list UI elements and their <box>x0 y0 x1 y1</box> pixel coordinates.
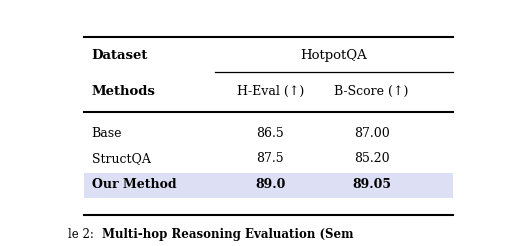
Text: Methods: Methods <box>92 85 156 98</box>
Text: le 2:: le 2: <box>68 228 94 241</box>
Text: H-Eval (↑): H-Eval (↑) <box>237 85 304 98</box>
Text: Our Method: Our Method <box>92 178 177 191</box>
Text: 85.20: 85.20 <box>354 152 389 165</box>
FancyBboxPatch shape <box>84 173 453 198</box>
Text: Dataset: Dataset <box>92 49 148 62</box>
Text: Multi-hop Reasoning Evaluation (Sem: Multi-hop Reasoning Evaluation (Sem <box>102 228 353 241</box>
Text: StructQA: StructQA <box>92 152 151 165</box>
Text: HotpotQA: HotpotQA <box>301 49 367 62</box>
Text: 86.5: 86.5 <box>257 127 284 140</box>
Text: B-Score (↑): B-Score (↑) <box>334 85 409 98</box>
Text: Base: Base <box>92 127 122 140</box>
Text: 87.00: 87.00 <box>354 127 390 140</box>
Text: 89.05: 89.05 <box>352 178 391 191</box>
Text: 89.0: 89.0 <box>255 178 286 191</box>
Text: 87.5: 87.5 <box>257 152 284 165</box>
